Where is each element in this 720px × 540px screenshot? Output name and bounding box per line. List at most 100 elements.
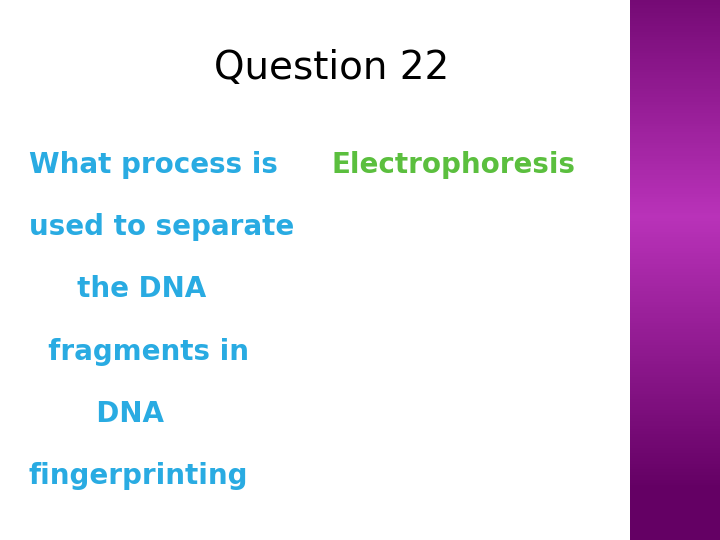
Bar xyxy=(630,294,720,297)
Bar xyxy=(630,167,720,170)
Bar xyxy=(630,2,720,5)
Bar xyxy=(630,194,720,197)
Bar xyxy=(630,186,720,189)
Bar xyxy=(630,413,720,416)
Bar xyxy=(630,269,720,273)
Bar xyxy=(630,299,720,302)
Text: What process is: What process is xyxy=(29,151,278,179)
Bar xyxy=(630,80,720,84)
Bar xyxy=(630,78,720,81)
Bar xyxy=(630,407,720,410)
Bar xyxy=(630,318,720,321)
Bar xyxy=(630,124,720,127)
Bar xyxy=(630,529,720,532)
Bar xyxy=(630,18,720,22)
Bar xyxy=(630,256,720,259)
Bar xyxy=(630,361,720,365)
Bar xyxy=(630,526,720,529)
Bar xyxy=(630,229,720,232)
Bar xyxy=(630,350,720,354)
Bar xyxy=(630,472,720,475)
Bar xyxy=(630,353,720,356)
Bar xyxy=(630,70,720,73)
Bar xyxy=(630,496,720,500)
Bar xyxy=(630,97,720,100)
Bar xyxy=(630,345,720,348)
Bar xyxy=(630,537,720,540)
Bar xyxy=(630,464,720,467)
Bar xyxy=(630,261,720,265)
Bar xyxy=(630,51,720,54)
Bar xyxy=(630,286,720,289)
Bar xyxy=(630,488,720,491)
Bar xyxy=(630,369,720,373)
Bar xyxy=(630,110,720,113)
Text: fingerprinting: fingerprinting xyxy=(29,462,248,490)
Bar xyxy=(630,224,720,227)
Bar xyxy=(630,348,720,351)
Bar xyxy=(630,518,720,521)
Bar xyxy=(630,531,720,535)
Bar xyxy=(630,429,720,432)
Bar xyxy=(630,431,720,435)
Bar xyxy=(630,232,720,235)
Bar xyxy=(630,483,720,486)
Bar xyxy=(630,504,720,508)
Bar xyxy=(630,151,720,154)
Bar xyxy=(630,337,720,340)
Bar xyxy=(630,394,720,397)
Bar xyxy=(630,323,720,327)
Bar xyxy=(630,129,720,132)
Bar xyxy=(630,264,720,267)
Bar xyxy=(630,386,720,389)
Bar xyxy=(630,364,720,367)
Bar xyxy=(630,442,720,446)
Bar xyxy=(630,477,720,481)
Bar xyxy=(630,0,720,3)
Bar xyxy=(630,5,720,8)
Bar xyxy=(630,475,720,478)
Bar xyxy=(630,512,720,516)
Bar xyxy=(630,515,720,518)
Bar xyxy=(630,458,720,462)
Bar xyxy=(630,383,720,386)
Bar xyxy=(630,215,720,219)
Bar xyxy=(630,307,720,310)
Text: the DNA: the DNA xyxy=(29,275,206,303)
Bar xyxy=(630,132,720,135)
Bar xyxy=(630,375,720,378)
Bar xyxy=(630,156,720,159)
Bar xyxy=(630,423,720,427)
Bar xyxy=(630,310,720,313)
Bar xyxy=(630,107,720,111)
Bar xyxy=(630,134,720,138)
Bar xyxy=(630,188,720,192)
Bar xyxy=(630,72,720,76)
Bar xyxy=(630,145,720,149)
Bar xyxy=(630,329,720,332)
Bar xyxy=(630,43,720,46)
Bar xyxy=(630,62,720,65)
Bar xyxy=(630,143,720,146)
Bar xyxy=(630,280,720,284)
Bar xyxy=(630,116,720,119)
Bar xyxy=(630,37,720,40)
Bar xyxy=(630,267,720,270)
Bar xyxy=(630,180,720,184)
Bar xyxy=(630,26,720,30)
Text: DNA: DNA xyxy=(29,400,164,428)
Bar xyxy=(630,388,720,392)
Bar xyxy=(630,99,720,103)
Bar xyxy=(630,491,720,494)
Bar xyxy=(630,332,720,335)
Bar xyxy=(630,467,720,470)
Bar xyxy=(630,89,720,92)
Bar xyxy=(630,499,720,502)
Bar xyxy=(630,507,720,510)
Bar xyxy=(630,202,720,205)
Text: used to separate: used to separate xyxy=(29,213,294,241)
Bar xyxy=(630,10,720,14)
Bar xyxy=(630,523,720,526)
Bar xyxy=(630,102,720,105)
Bar xyxy=(630,315,720,319)
